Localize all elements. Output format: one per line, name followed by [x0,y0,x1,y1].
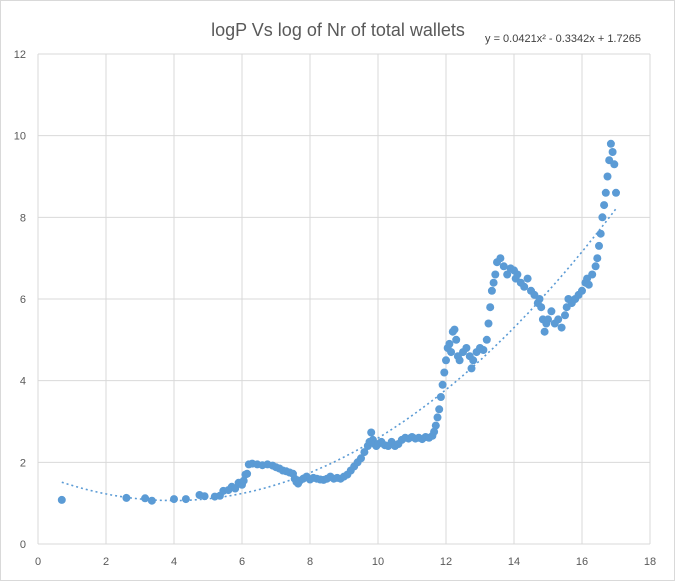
y-tick-label: 6 [20,294,26,306]
data-point [603,172,612,181]
data-point [442,356,450,365]
data-point [496,254,505,263]
data-point [433,413,442,422]
data-point [447,348,456,357]
data-point [600,201,609,210]
data-point [606,139,615,148]
data-point [487,286,496,295]
data-point [484,319,493,328]
data-point [486,303,495,312]
data-point [595,241,603,250]
data-point [436,393,445,401]
y-tick-label: 4 [20,376,26,388]
data-point [544,315,552,324]
data-point [482,335,491,344]
data-point [608,148,617,156]
chart-title: logP Vs log of Nr of total wallets [211,20,465,40]
data-point [557,323,566,332]
y-tick-label: 10 [14,131,26,143]
data-point [610,160,619,169]
data-point [479,346,488,354]
tick-labels: 0 2 4 6 8 10 12 14 16 18 0 2 4 6 8 10 12 [14,49,656,568]
trendline-equation: y = 0.0421x² - 0.3342x + 1.7265 [485,33,641,45]
trendline [61,208,617,502]
x-tick-label: 16 [576,556,588,568]
data-point [438,380,447,389]
data-point [450,325,459,334]
y-tick-label: 2 [20,457,26,469]
data-point [513,270,522,279]
data-point [593,254,602,263]
data-point [57,495,66,504]
data-point [520,282,529,291]
data-point [170,495,178,504]
data-points [57,139,620,505]
grid-lines [37,53,651,545]
x-tick-label: 18 [644,556,656,568]
data-point [367,428,376,437]
y-tick-label: 12 [14,49,26,61]
x-tick-label: 12 [440,556,452,568]
data-point [523,274,532,283]
y-tick-label: 8 [20,212,26,224]
data-point [547,307,556,316]
x-tick-label: 2 [103,556,109,568]
data-point [357,454,365,463]
data-point [596,229,605,238]
y-tick-label: 0 [20,539,26,551]
data-point [455,356,464,365]
data-point [561,311,569,320]
data-point [243,469,252,478]
data-point [601,188,610,197]
data-point [200,492,209,501]
data-point [467,364,476,373]
data-point [578,286,586,295]
data-point [612,188,620,197]
data-point [491,270,500,279]
data-point [537,303,546,312]
x-tick-label: 10 [372,556,384,568]
x-tick-label: 6 [239,556,245,568]
data-point [147,496,156,505]
x-tick-label: 8 [307,556,313,568]
data-point [503,270,512,279]
data-point [584,280,593,289]
data-point [462,344,471,352]
x-tick-label: 4 [171,556,177,568]
data-point [239,476,248,485]
data-point [598,213,607,222]
data-point [445,339,454,348]
data-point [141,494,150,503]
data-point [431,421,440,430]
data-point [440,368,449,377]
data-point [360,448,369,457]
data-point [588,270,597,279]
data-point [181,495,190,504]
data-point [489,278,498,287]
x-tick-label: 0 [35,556,41,568]
data-point [452,335,461,344]
data-point [469,356,478,365]
data-point [535,295,544,303]
data-point [430,427,439,436]
data-point [554,315,563,324]
data-point [435,405,444,414]
data-point [591,262,600,271]
x-tick-label: 14 [508,556,520,568]
data-point [540,327,549,336]
data-point [499,262,508,271]
